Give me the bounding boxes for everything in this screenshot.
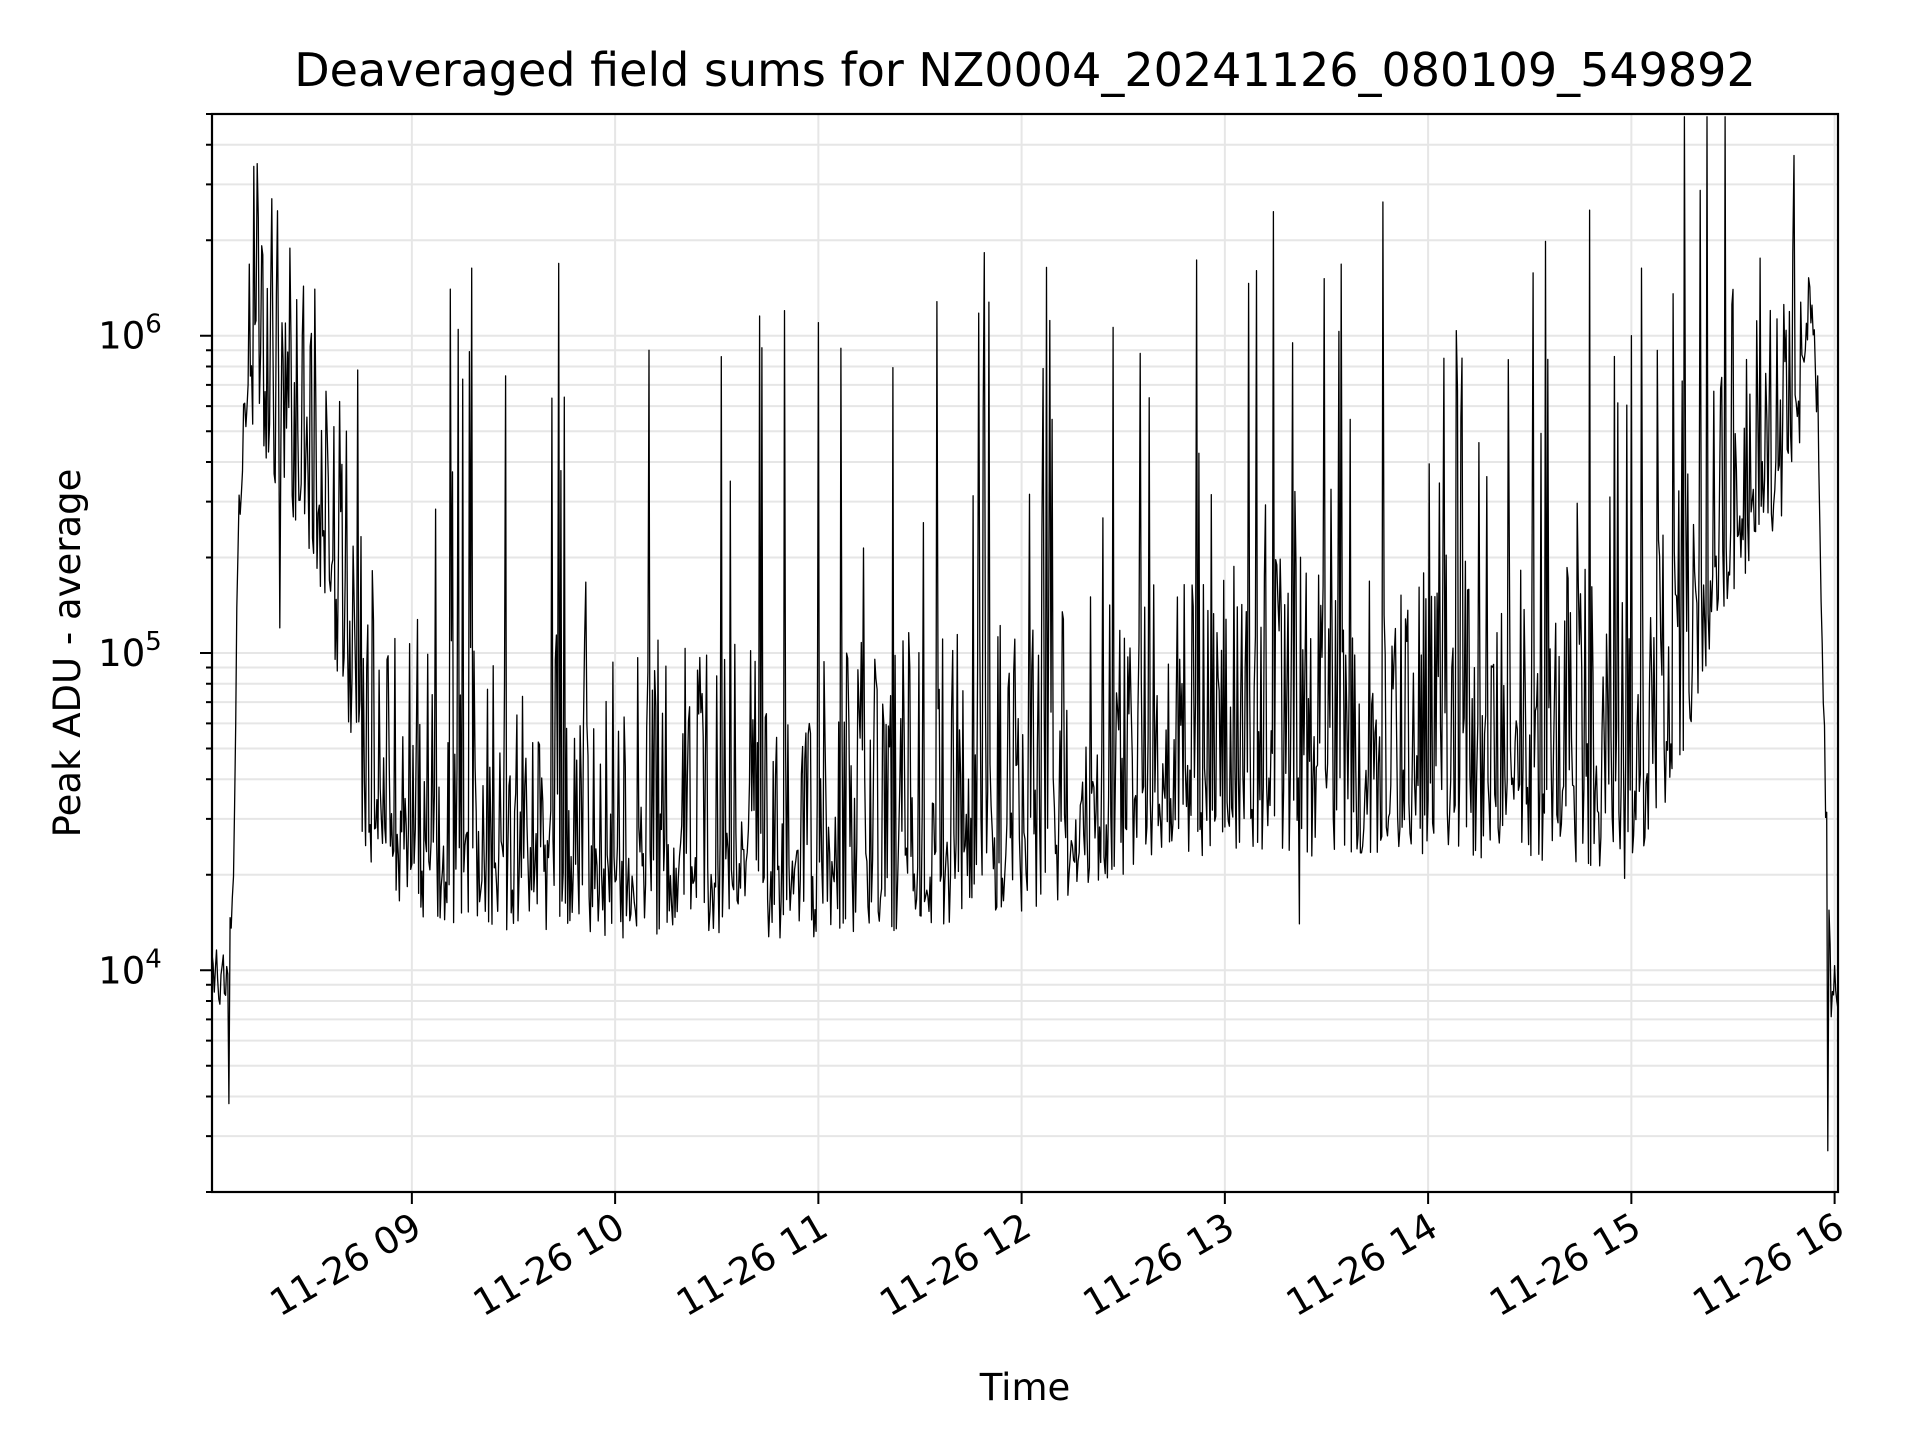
- chart-title: Deaveraged field sums for NZ0004_2024112…: [294, 43, 1755, 97]
- x-tick-label: 11-26 14: [1279, 1205, 1445, 1325]
- y-tick-label: 104: [98, 944, 162, 992]
- y-axis-label: Peak ADU - average: [46, 469, 89, 838]
- x-tick-label: 11-26 13: [1076, 1205, 1242, 1325]
- y-tick-label: 106: [98, 310, 162, 358]
- x-axis-label: Time: [979, 1366, 1071, 1409]
- y-tick-label: 105: [98, 627, 162, 675]
- plot-frame: [210, 112, 1840, 1194]
- grid-lines: [212, 113, 1838, 1193]
- x-tick-label: 11-26 12: [873, 1205, 1039, 1325]
- x-tick-label: 11-26 10: [466, 1205, 632, 1325]
- series-layer: [211, 116, 1839, 1152]
- x-tick-label: 11-26 15: [1482, 1205, 1648, 1325]
- x-tick-label: 11-26 16: [1686, 1205, 1852, 1325]
- x-axis: 11-26 09 11-26 10 11-26 11 11-26 12 11-26 13…: [263, 1192, 1851, 1325]
- y-axis: 104 105 106: [98, 113, 212, 1193]
- x-tick-label: 11-26 11: [669, 1205, 835, 1325]
- data-line: [211, 116, 1839, 1152]
- x-tick-label: 11-26 09: [263, 1205, 429, 1325]
